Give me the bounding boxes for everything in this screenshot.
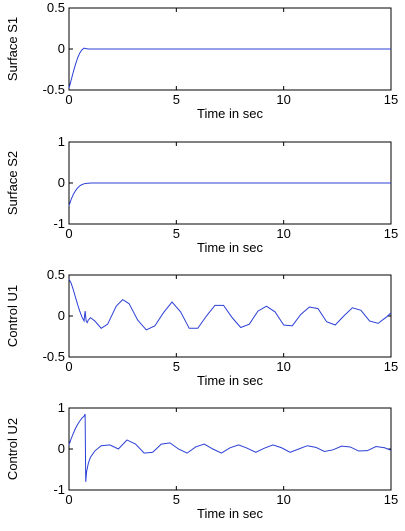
series-line-1 [68,278,392,331]
x-axis-label: Time in sec [197,373,263,388]
x-tick-label: 5 [173,226,180,241]
y-tick-label: 1 [58,134,65,149]
x-axis-label: Time in sec [197,106,263,121]
y-tick-label: 0 [58,41,65,56]
series-line-1 [68,413,392,482]
y-tick-label: 0 [58,308,65,323]
y-tick-label: -0.5 [43,349,65,364]
x-tick-label: 0 [65,92,72,107]
y-tick-label: 0.5 [47,267,65,282]
x-tick-label: 15 [384,492,398,507]
x-tick-label: 15 [384,92,398,107]
x-axis-label: Time in sec [197,240,263,255]
y-axis-label: Surface S2 [5,151,20,215]
x-tick-label: 10 [276,92,290,107]
x-tick-label: 10 [276,226,290,241]
x-tick-label: 10 [276,492,290,507]
y-axis-label: Surface S1 [5,17,20,81]
x-tick-label: 15 [384,359,398,374]
x-tick-label: 5 [173,359,180,374]
x-tick-label: 0 [65,226,72,241]
series-line-1 [68,182,391,206]
x-tick-label: 0 [65,492,72,507]
y-tick-label: -1 [53,482,65,497]
y-tick-label: 0 [58,441,65,456]
y-tick-label: 0 [58,175,65,190]
y-axis-label: Control U1 [5,285,20,347]
series-line-1 [68,47,391,89]
axes-frame [68,274,392,358]
x-axis-label: Time in sec [197,506,263,521]
y-tick-label: -0.5 [43,82,65,97]
x-tick-label: 0 [65,359,72,374]
x-tick-label: 5 [173,92,180,107]
y-tick-label: -1 [53,216,65,231]
y-axis-label: Control U2 [5,418,20,480]
x-tick-label: 15 [384,226,398,241]
y-tick-label: 0.5 [47,0,65,15]
x-tick-label: 10 [276,359,290,374]
y-tick-label: 1 [58,400,65,415]
x-tick-label: 5 [173,492,180,507]
